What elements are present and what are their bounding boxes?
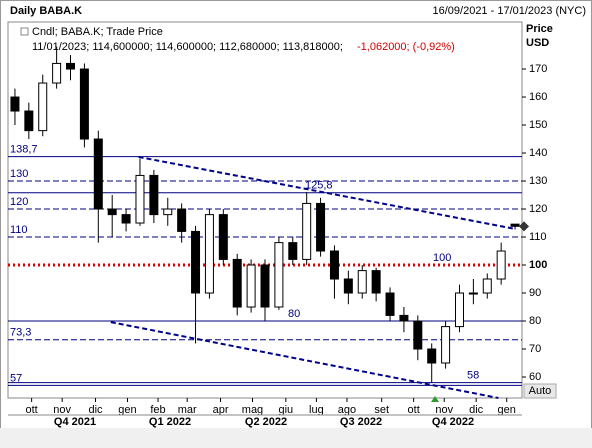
info-values: 11/01/2023; 114,600000; 114,600000; 112,…	[32, 41, 343, 53]
candle-body	[329, 250, 339, 280]
y-tick-label: 90	[529, 287, 541, 299]
level-label: 58	[467, 370, 479, 382]
candle-body	[10, 96, 20, 112]
candle-body	[274, 242, 284, 308]
candle-body	[191, 230, 201, 294]
y-tick-label: 60	[529, 371, 541, 383]
candle-body	[385, 292, 395, 316]
y-tick-label: 170	[529, 63, 547, 75]
candle-body	[441, 326, 451, 364]
candle-body	[357, 270, 367, 294]
x-tick-label: gen	[498, 404, 516, 416]
date-range: 16/09/2021 - 17/01/2023 (NYC)	[433, 5, 587, 17]
x-tick-label: nov	[435, 404, 453, 416]
x-tick-label: feb	[150, 404, 165, 416]
candle-body	[496, 250, 506, 280]
x-tick-label: mar	[178, 404, 197, 416]
chart-title: Daily BABA.K	[10, 5, 82, 17]
candle-body	[510, 223, 520, 227]
candle-body	[204, 214, 214, 294]
candle-body	[93, 138, 103, 210]
candle-body	[107, 208, 117, 216]
candle-body	[163, 208, 173, 216]
candle-body	[52, 62, 62, 84]
quarter-label: Q1 2022	[149, 416, 191, 428]
candle-body	[413, 320, 423, 350]
y-tick-label: 80	[529, 315, 541, 327]
candle-body	[454, 292, 464, 328]
candle-body	[302, 202, 312, 260]
level-label: 125,8	[305, 180, 333, 192]
legend-icon	[20, 27, 29, 36]
level-label: 138,7	[10, 144, 38, 156]
y-tick-label: 150	[529, 119, 547, 131]
candle-body	[246, 264, 256, 308]
level-label: 110	[10, 224, 28, 236]
quarter-label: Q2 2022	[245, 416, 287, 428]
y-tick-label: 140	[529, 147, 547, 159]
x-tick-label: dic	[469, 404, 484, 416]
x-tick-label: nov	[53, 404, 71, 416]
level-label: 57	[10, 372, 22, 384]
x-tick-label: set	[374, 404, 389, 416]
level-label: 73,3	[10, 327, 31, 339]
y-tick-label: 70	[529, 343, 541, 355]
last-price-marker	[519, 221, 529, 232]
candle-body	[427, 348, 437, 364]
x-tick-label: mag	[242, 404, 263, 416]
x-tick-label: apr	[213, 404, 229, 416]
y-axis-unit: USD	[526, 37, 549, 49]
level-label: 100	[433, 252, 451, 264]
candle-body	[38, 82, 48, 132]
quarter-label: Q4 2022	[432, 416, 474, 428]
x-tick-label: giu	[278, 404, 293, 416]
event-marker	[431, 396, 439, 402]
x-tick-label: ago	[338, 404, 356, 416]
info-change: -1,062000; (-0,92%)	[357, 41, 455, 53]
candle-body	[260, 264, 270, 308]
x-tick-label: gen	[118, 404, 136, 416]
legend: Cndl; BABA.K; Trade Price	[32, 26, 163, 38]
quarter-label: Q4 2021	[54, 416, 96, 428]
candle-body	[343, 278, 353, 294]
y-tick-label: 130	[529, 175, 547, 187]
candle-body	[316, 202, 326, 252]
scale-mode[interactable]: Auto	[529, 385, 552, 397]
scale-button[interactable]	[523, 383, 557, 399]
level-label: 120	[10, 196, 28, 208]
candle-body	[482, 278, 492, 294]
y-tick-label: 110	[529, 231, 547, 243]
candle-body	[288, 242, 298, 260]
y-axis-label: Price	[526, 23, 553, 35]
y-tick-label: 160	[529, 91, 547, 103]
candle-body	[121, 214, 131, 224]
level-label: 80	[288, 308, 300, 320]
candle-body	[218, 214, 228, 260]
candle-body	[399, 314, 409, 322]
candle-body	[79, 68, 89, 140]
candle-body	[149, 174, 159, 216]
y-tick-label: 120	[529, 203, 547, 215]
candle-body	[232, 258, 242, 308]
footer-band	[0, 428, 592, 448]
candle-body	[24, 110, 34, 132]
x-tick-label: lug	[309, 404, 324, 416]
level-label: 130	[10, 168, 28, 180]
trendline	[110, 321, 499, 399]
x-tick-label: ott	[25, 404, 37, 416]
candle-body	[371, 270, 381, 294]
candle-body	[66, 62, 76, 70]
x-tick-label: dic	[88, 404, 103, 416]
candle-body	[135, 174, 145, 224]
candle-body	[468, 292, 478, 295]
plot-area	[7, 21, 523, 399]
x-tick-label: ott	[408, 404, 420, 416]
y-tick-label: 100	[529, 259, 547, 271]
quarter-label: Q3 2022	[340, 416, 382, 428]
candle-body	[177, 208, 187, 232]
